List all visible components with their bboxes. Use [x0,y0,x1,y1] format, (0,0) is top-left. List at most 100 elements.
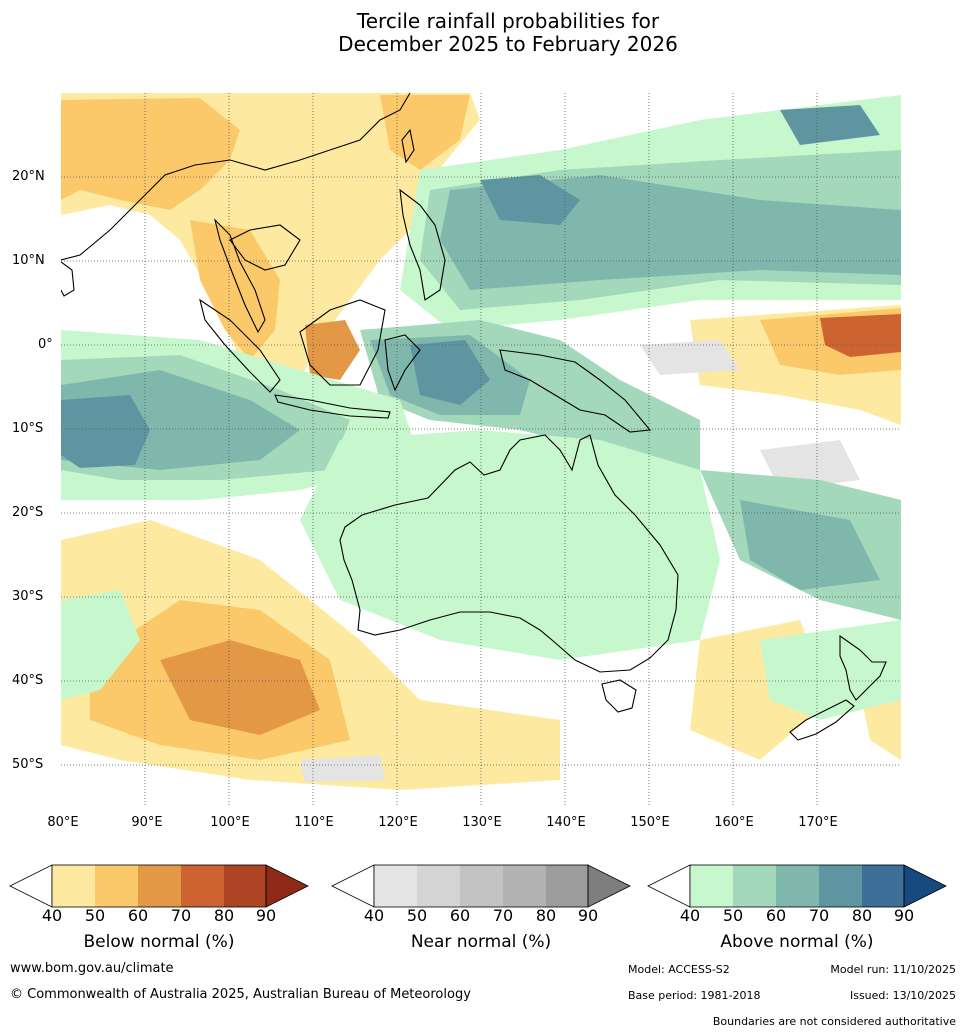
colorbar-above-swatch [690,865,733,907]
title-line-2: December 2025 to February 2026 [338,32,678,56]
colorbar-tick: 40 [679,906,701,925]
coastline-tasmania [601,679,637,713]
copyright-notice: © Commonwealth of Australia 2025, Austra… [10,987,471,1002]
below-region-se-asia-2 [61,98,240,210]
near-patch-south [300,755,385,782]
coastline-sri-lanka [61,261,75,297]
legend-above-caption: Above normal (%) [720,932,874,952]
colorbar-tick: 80 [213,906,235,925]
below-region-south-china [380,95,470,170]
colorbar-tick: 40 [41,906,63,925]
colorbar-below-swatch [95,865,138,907]
colorbar-tick: 70 [492,906,514,925]
lon-label: 170°E [798,815,838,830]
coastline-taiwan [401,128,415,164]
colorbar-near-swatch [460,865,503,907]
above-region-southern-green [61,590,140,700]
colorbar-tick: 50 [84,906,106,925]
boundary-disclaimer: Boundaries are not considered authoritat… [712,1015,956,1028]
coastlines [61,93,887,741]
graticule [61,93,901,806]
colorbar-below [9,864,309,908]
colorbar-below-swatch [181,865,224,907]
lat-label: 10°N [12,253,45,268]
colorbar-near [331,864,631,908]
lon-label: 90°E [131,815,163,830]
colorbar-near-swatch [503,865,546,907]
above-region-coral-sea-core [740,500,880,590]
legend-below-normal: 40 50 60 70 80 90 Below normal (%) [0,858,320,968]
lon-label: 140°E [546,815,586,830]
colorbar-near-swatch [546,865,588,907]
coastline-sulawesi [384,334,421,392]
lat-label: 20°N [12,169,45,184]
above-normal-regions [61,95,901,720]
colorbar-above-swatch [819,865,862,907]
above-region-north-pacific-peak [480,175,580,225]
lon-label: 150°E [630,815,670,830]
colorbar-tick: 50 [722,906,744,925]
colorbar-near-max-triangle [588,865,630,907]
map-title: Tercile rainfall probabilities for Decem… [0,10,965,56]
legend-below-caption: Below normal (%) [83,932,235,952]
coastline-malay-indochina [213,218,301,334]
near-patch-pacific-2 [640,340,740,375]
colorbar-tick: 90 [255,906,277,925]
colorbar-tick: 60 [449,906,471,925]
above-region-indian-band-peak [61,395,150,468]
coastline-philippines [399,188,446,301]
lat-label: 50°S [12,757,44,772]
legend-near-normal: 40 50 60 70 80 90 Near normal (%) [322,858,642,968]
rainfall-probability-map [61,93,901,806]
colorbar-tick: 80 [851,906,873,925]
lon-label: 80°E [47,815,79,830]
colorbar-near-swatch [374,865,417,907]
model-run-date: Model run: 11/10/2025 [830,963,956,976]
base-period: Base period: 1981-2018 [628,989,761,1002]
below-region-southern-indian-peak [160,640,320,735]
colorbar-tick: 40 [363,906,385,925]
above-region-australia [300,430,720,660]
colorbar-above-max-triangle [904,865,946,907]
title-line-1: Tercile rainfall probabilities for [356,9,660,33]
website-link[interactable]: www.bom.gov.au/climate [10,961,174,976]
coastline-new-zealand-north [839,634,887,701]
lon-label: 120°E [378,815,418,830]
lat-label: 0° [38,337,53,352]
colorbar-tick: 90 [577,906,599,925]
coastline-sumatra [199,298,281,393]
below-normal-regions [61,93,901,790]
coastline-new-zealand-south [789,699,855,741]
above-region-new-zealand [760,620,901,720]
below-region-borneo [305,320,360,380]
coastline-new-guinea [499,349,652,433]
lon-label: 110°E [294,815,334,830]
model-name: Model: ACCESS-S2 [628,963,730,976]
coastline-borneo [299,299,386,386]
colorbar-tick: 70 [170,906,192,925]
coastline-asia-mainland [61,93,411,261]
colorbar-above-swatch [862,865,904,907]
colorbar-above [647,864,947,908]
lat-label: 30°S [12,589,44,604]
legend-near-caption: Near normal (%) [410,932,552,952]
coastline-australia [339,434,679,673]
colorbar-tick: 80 [535,906,557,925]
colorbar-above-swatch [733,865,776,907]
colorbar-above-swatch [776,865,819,907]
colorbar-below-swatch [138,865,181,907]
colorbar-tick: 90 [893,906,915,925]
colorbar-below-min-triangle [9,864,53,908]
below-region-indochina [190,220,280,360]
colorbar-tick: 50 [406,906,428,925]
colorbar-tick: 60 [765,906,787,925]
colorbar-above-min-triangle [647,864,691,908]
coastline-java [274,394,391,419]
colorbar-tick: 60 [127,906,149,925]
lon-label: 100°E [210,815,250,830]
lat-label: 20°S [12,505,44,520]
colorbar-near-min-triangle [331,864,375,908]
lat-label: 40°S [12,673,44,688]
legend-above-normal: 40 50 60 70 80 90 Above normal (%) [638,858,958,968]
lat-label: 10°S [12,421,44,436]
